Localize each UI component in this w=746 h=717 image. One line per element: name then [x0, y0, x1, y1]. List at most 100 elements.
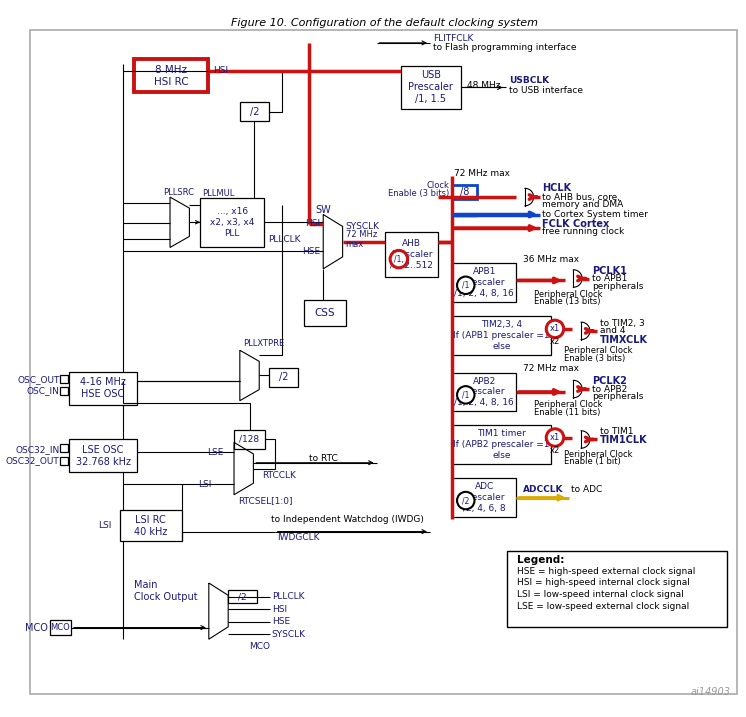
- Text: to APB1: to APB1: [592, 274, 627, 283]
- Circle shape: [390, 250, 407, 268]
- Text: TIM2,3, 4
If (APB1 prescaler =1
else: TIM2,3, 4 If (APB1 prescaler =1 else: [454, 320, 550, 351]
- Bar: [452, 186, 477, 199]
- Bar: [228, 590, 257, 603]
- Text: OSC_OUT: OSC_OUT: [17, 375, 60, 384]
- Text: x2: x2: [550, 446, 560, 455]
- Text: Legend:: Legend:: [517, 555, 565, 565]
- Text: SW: SW: [316, 204, 331, 214]
- Bar: [69, 440, 137, 473]
- Bar: [234, 429, 265, 449]
- Text: USBCLK: USBCLK: [510, 76, 550, 85]
- Text: HSI = high-speed internal clock signal: HSI = high-speed internal clock signal: [517, 579, 690, 587]
- Text: /2: /2: [279, 372, 288, 382]
- Text: Enable (11 bits): Enable (11 bits): [533, 408, 600, 417]
- Bar: [507, 551, 727, 627]
- Text: ..., x16
x2, x3, x4
PLL: ..., x16 x2, x3, x4 PLL: [210, 207, 254, 237]
- Text: PLLSRC: PLLSRC: [163, 188, 194, 196]
- Text: FCLK Cortex: FCLK Cortex: [542, 219, 609, 229]
- Text: 4-16 MHz
HSE OSC: 4-16 MHz HSE OSC: [80, 377, 126, 399]
- Text: PLLMUL: PLLMUL: [202, 189, 234, 198]
- Text: CSS: CSS: [315, 308, 336, 318]
- Text: 72 MHz
max: 72 MHz max: [345, 230, 377, 250]
- Bar: [269, 368, 298, 387]
- Text: SYSCLK: SYSCLK: [272, 630, 306, 639]
- Text: 72 MHz max: 72 MHz max: [523, 364, 579, 373]
- Text: to USB interface: to USB interface: [510, 86, 583, 95]
- Bar: [452, 316, 551, 355]
- Text: /8: /8: [460, 187, 469, 197]
- Text: ADC
Prescaler
/2, 4, 6, 8: ADC Prescaler /2, 4, 6, 8: [463, 483, 506, 513]
- Text: MCO: MCO: [25, 622, 48, 632]
- Text: 8 MHz
HSI RC: 8 MHz HSI RC: [154, 65, 188, 87]
- Text: 48 MHz: 48 MHz: [467, 81, 501, 90]
- Text: HSE: HSE: [272, 617, 290, 626]
- Bar: [119, 511, 182, 541]
- Bar: [385, 232, 438, 277]
- Bar: [401, 66, 461, 109]
- Text: MCO: MCO: [248, 642, 270, 652]
- Text: OSC32_OUT: OSC32_OUT: [6, 456, 60, 465]
- Text: Peripheral Clock: Peripheral Clock: [564, 450, 632, 458]
- Text: SYSCLK: SYSCLK: [345, 222, 380, 231]
- Text: HSE: HSE: [302, 247, 320, 256]
- Text: TIM1CLK: TIM1CLK: [600, 435, 648, 445]
- Text: to Flash programming interface: to Flash programming interface: [433, 43, 577, 52]
- Text: HSI: HSI: [272, 604, 287, 614]
- Text: to Independent Watchdog (IWDG): to Independent Watchdog (IWDG): [271, 516, 424, 524]
- Text: PLLCLK: PLLCLK: [272, 592, 304, 601]
- Text: peripherals: peripherals: [592, 282, 643, 291]
- Text: Peripheral Clock: Peripheral Clock: [564, 346, 632, 355]
- Text: Enable (3 bits): Enable (3 bits): [564, 353, 625, 363]
- Text: Enable (3 bits): Enable (3 bits): [388, 189, 449, 198]
- Circle shape: [546, 320, 564, 338]
- Text: 72 MHz max: 72 MHz max: [454, 169, 510, 179]
- Text: PLLCLK: PLLCLK: [268, 235, 301, 244]
- Text: to Cortex System timer: to Cortex System timer: [542, 210, 648, 219]
- Bar: [60, 457, 68, 465]
- Text: to TIM2, 3: to TIM2, 3: [600, 318, 645, 328]
- Text: to AHB bus, core,: to AHB bus, core,: [542, 193, 621, 201]
- Text: x1: x1: [550, 324, 560, 333]
- Text: RTCCLK: RTCCLK: [262, 471, 296, 480]
- Text: PLLXTPRE: PLLXTPRE: [242, 339, 284, 348]
- Text: Peripheral Clock: Peripheral Clock: [533, 290, 602, 298]
- Text: Enable (13 bits): Enable (13 bits): [533, 298, 600, 306]
- Text: to RTC: to RTC: [309, 455, 337, 463]
- Text: /1: /1: [462, 281, 469, 290]
- Bar: [452, 478, 516, 517]
- Text: and 4: and 4: [600, 326, 625, 336]
- Text: HSI: HSI: [213, 67, 228, 75]
- Text: LSI: LSI: [198, 480, 212, 488]
- Bar: [60, 445, 68, 452]
- Circle shape: [457, 277, 474, 294]
- Text: Main
Clock Output: Main Clock Output: [134, 580, 198, 602]
- Text: IWDGCLK: IWDGCLK: [277, 533, 319, 542]
- Text: PCLK2: PCLK2: [592, 376, 627, 386]
- Text: PCLK1: PCLK1: [592, 266, 627, 276]
- Text: LSE = low-speed external clock signal: LSE = low-speed external clock signal: [517, 602, 689, 611]
- Text: HCLK: HCLK: [542, 184, 571, 194]
- Bar: [50, 619, 71, 635]
- Text: TIMXCLK: TIMXCLK: [600, 335, 648, 345]
- Bar: [60, 376, 68, 383]
- Text: LSI = low-speed internal clock signal: LSI = low-speed internal clock signal: [517, 590, 684, 599]
- Text: LSE: LSE: [207, 447, 223, 457]
- Bar: [452, 425, 551, 464]
- Text: OSC_IN: OSC_IN: [27, 386, 60, 396]
- Text: APB1
Prescaler
/1, 2, 4, 8, 16: APB1 Prescaler /1, 2, 4, 8, 16: [454, 267, 514, 298]
- Text: Figure 10. Configuration of the default clocking system: Figure 10. Configuration of the default …: [231, 17, 538, 27]
- Text: HSI: HSI: [305, 219, 320, 228]
- Text: x1: x1: [550, 433, 560, 442]
- Text: OSC32_IN: OSC32_IN: [15, 445, 60, 454]
- Bar: [60, 387, 68, 395]
- Text: LSI: LSI: [98, 521, 112, 531]
- Text: to ADC: to ADC: [571, 485, 603, 495]
- Circle shape: [457, 386, 474, 404]
- Bar: [134, 60, 208, 92]
- Bar: [304, 300, 346, 326]
- Text: /1: /1: [462, 390, 469, 399]
- Text: Enable (1 bit): Enable (1 bit): [564, 457, 621, 466]
- Text: LSE OSC
32.768 kHz: LSE OSC 32.768 kHz: [75, 445, 131, 467]
- Circle shape: [457, 492, 474, 509]
- Text: APB2
Prescaler
/1, 2, 4, 8, 16: APB2 Prescaler /1, 2, 4, 8, 16: [454, 376, 514, 407]
